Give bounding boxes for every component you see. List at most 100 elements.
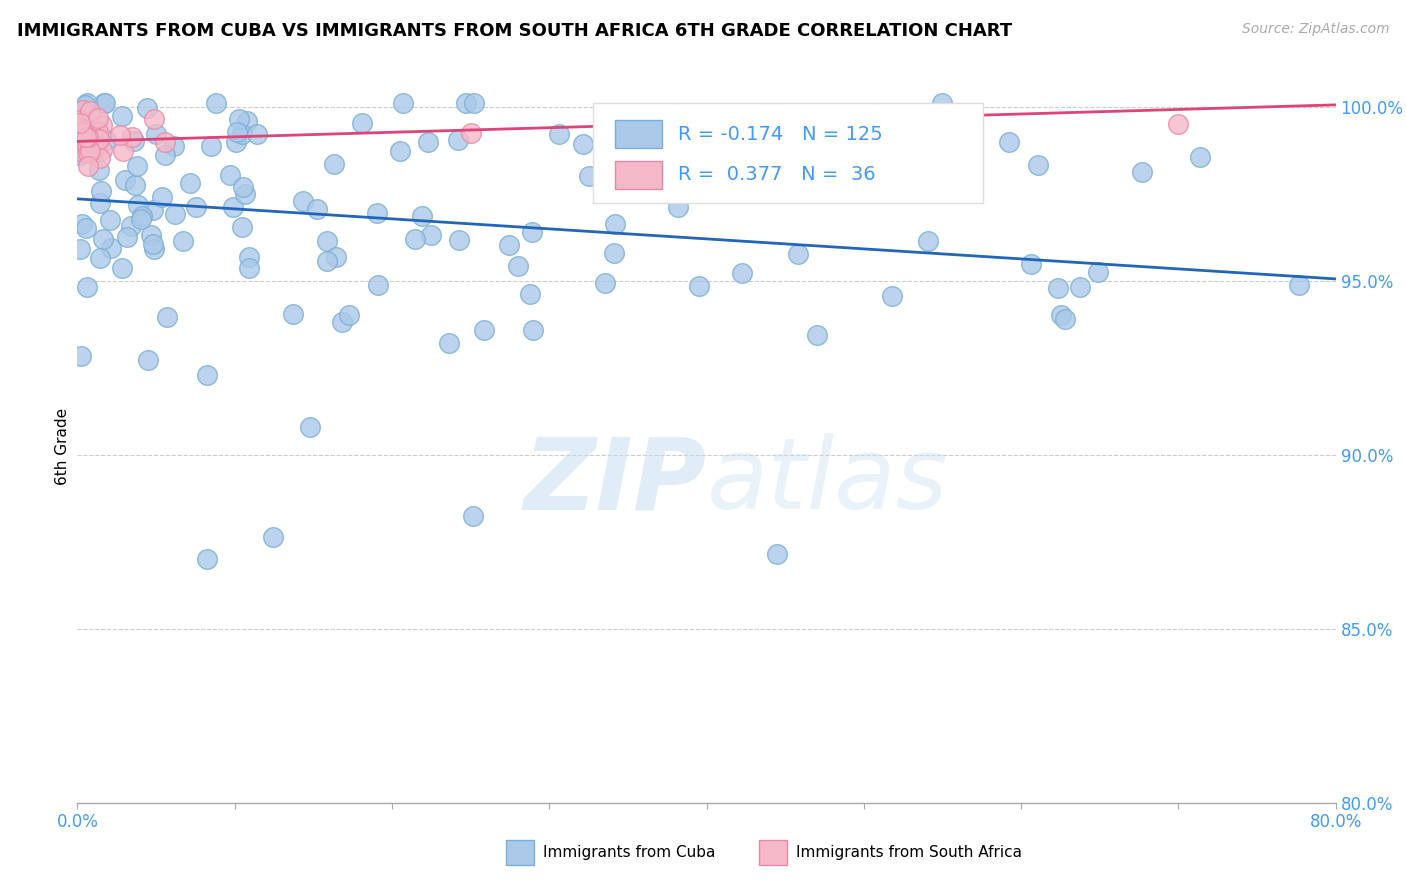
Point — [232, 180, 254, 194]
Point — [83, 142, 105, 156]
Point — [145, 128, 167, 142]
Point — [225, 135, 247, 149]
Point — [315, 234, 337, 248]
Point — [89, 152, 111, 166]
Point — [998, 136, 1021, 150]
Point — [90, 143, 112, 157]
Point — [228, 112, 250, 127]
Point — [163, 207, 186, 221]
Point — [246, 127, 269, 141]
Point — [70, 121, 93, 136]
Point — [91, 232, 114, 246]
Point — [111, 260, 134, 275]
Point — [325, 250, 347, 264]
Point — [142, 203, 165, 218]
Point — [127, 197, 149, 211]
Point — [603, 245, 626, 260]
Point — [1069, 279, 1091, 293]
Point — [139, 228, 162, 243]
Point — [305, 202, 328, 216]
Point — [449, 233, 471, 247]
Point — [87, 163, 110, 178]
Point — [392, 96, 415, 111]
Point — [195, 551, 218, 566]
Point — [117, 229, 139, 244]
Point — [163, 138, 186, 153]
Point — [87, 125, 110, 139]
Point — [129, 211, 152, 226]
Point — [205, 96, 228, 111]
Point — [236, 114, 259, 128]
Bar — [614, 120, 662, 148]
Point — [222, 200, 245, 214]
Point — [416, 135, 439, 149]
Point — [316, 253, 339, 268]
Point — [136, 353, 159, 368]
Point — [806, 328, 828, 343]
Point — [572, 136, 595, 151]
Point — [519, 287, 541, 301]
Point — [419, 228, 441, 243]
Point — [389, 144, 412, 158]
Point — [79, 103, 101, 118]
Text: IMMIGRANTS FROM CUBA VS IMMIGRANTS FROM SOUTH AFRICA 6TH GRADE CORRELATION CHART: IMMIGRANTS FROM CUBA VS IMMIGRANTS FROM … — [17, 22, 1012, 40]
Point — [439, 335, 461, 350]
Point — [131, 209, 153, 223]
Point — [1054, 311, 1077, 326]
Point — [125, 159, 148, 173]
Point — [124, 178, 146, 192]
Point — [89, 251, 111, 265]
Point — [142, 237, 165, 252]
Point — [454, 96, 477, 111]
Point — [593, 276, 616, 290]
Point — [917, 234, 939, 248]
Point — [70, 349, 93, 363]
Point — [87, 132, 110, 146]
Point — [411, 209, 433, 223]
Text: ZIP: ZIP — [523, 434, 707, 530]
Point — [69, 144, 91, 158]
Point — [69, 116, 91, 130]
Text: R = -0.174   N = 125: R = -0.174 N = 125 — [678, 125, 883, 144]
Text: R =  0.377   N =  36: R = 0.377 N = 36 — [678, 165, 875, 185]
Point — [76, 96, 98, 111]
Point — [72, 103, 94, 117]
Text: Immigrants from South Africa: Immigrants from South Africa — [796, 846, 1022, 860]
Point — [69, 136, 91, 151]
Point — [82, 130, 104, 145]
Point — [179, 176, 201, 190]
Point — [231, 219, 253, 234]
Point — [100, 241, 122, 255]
Point — [76, 159, 98, 173]
Point — [522, 323, 544, 337]
Point — [80, 128, 103, 142]
Point — [200, 139, 222, 153]
Point — [1026, 158, 1049, 172]
Point — [70, 218, 93, 232]
Point — [1050, 308, 1073, 322]
Point — [76, 280, 98, 294]
Point — [292, 194, 315, 208]
Point — [111, 109, 134, 123]
Point — [83, 121, 105, 136]
Point — [75, 145, 97, 160]
Point — [155, 135, 177, 149]
Point — [75, 221, 97, 235]
Point — [460, 126, 482, 140]
Point — [233, 186, 256, 201]
Point — [108, 128, 131, 142]
Point — [69, 112, 91, 127]
Point — [86, 111, 108, 125]
Y-axis label: 6th Grade: 6th Grade — [55, 408, 70, 484]
Point — [121, 130, 143, 145]
Point — [195, 368, 218, 382]
Point — [238, 260, 260, 275]
Point — [238, 250, 260, 264]
Point — [112, 144, 135, 158]
Point — [786, 247, 808, 261]
Text: Immigrants from Cuba: Immigrants from Cuba — [543, 846, 716, 860]
Point — [404, 232, 426, 246]
Bar — [614, 161, 662, 189]
Point — [1087, 264, 1109, 278]
Point — [143, 112, 166, 126]
